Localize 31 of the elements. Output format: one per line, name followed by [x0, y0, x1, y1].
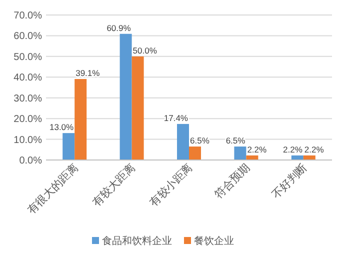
- legend-label: 餐饮企业: [194, 235, 234, 247]
- y-tick-label: 50.0%: [14, 52, 42, 63]
- data-label: 2.2%: [283, 144, 303, 154]
- y-tick-label: 70.0%: [14, 10, 42, 22]
- bar: [120, 34, 132, 160]
- data-label: 6.5%: [190, 136, 210, 146]
- bar: [62, 133, 75, 160]
- x-tick-label: 不好判断: [269, 160, 310, 202]
- data-label: 13.0%: [49, 122, 74, 132]
- x-tick-label: 有较大距离: [90, 160, 138, 210]
- y-tick-label: 60.0%: [14, 31, 42, 42]
- legend-label: 食品和饮料企业: [102, 235, 172, 247]
- x-tick-label: 有较小距离: [147, 160, 196, 210]
- x-tick-label: 符合预期: [212, 160, 252, 202]
- data-label: 6.5%: [226, 136, 246, 146]
- y-tick-label: 0.0%: [19, 156, 42, 166]
- y-tick-label: 40.0%: [14, 72, 42, 84]
- y-tick-label: 20.0%: [14, 114, 42, 126]
- bar: [177, 124, 189, 160]
- data-label: 60.9%: [106, 22, 132, 33]
- y-tick-label: 10.0%: [14, 134, 42, 146]
- bar: [132, 56, 144, 160]
- bar: [234, 146, 246, 160]
- data-label: 2.2%: [304, 144, 324, 154]
- bar: [74, 79, 87, 160]
- data-label: 2.2%: [247, 144, 268, 154]
- data-label: 39.1%: [76, 68, 100, 78]
- data-label: 50.0%: [132, 45, 158, 56]
- data-label: 17.4%: [164, 112, 188, 123]
- bar: [189, 146, 201, 160]
- y-tick-label: 30.0%: [14, 93, 42, 104]
